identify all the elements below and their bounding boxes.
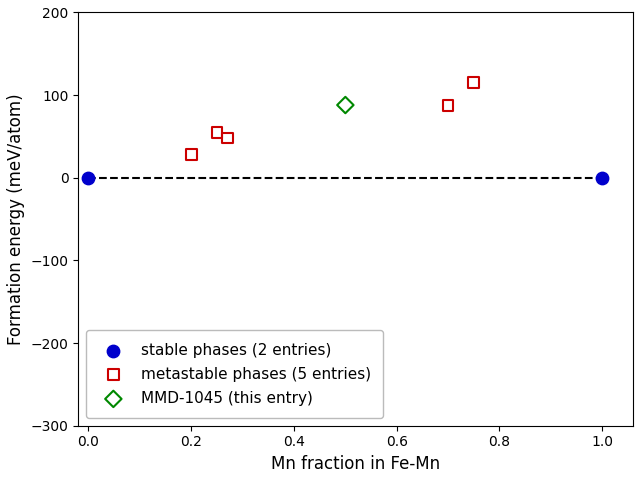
stable phases (2 entries) [83,174,93,181]
metastable phases (5 entries) [468,79,479,86]
stable phases (2 entries) [597,174,607,181]
MMD-1045 (this entry) [340,101,351,109]
metastable phases (5 entries) [212,129,222,136]
metastable phases (5 entries) [443,102,453,110]
metastable phases (5 entries) [222,134,232,142]
X-axis label: Mn fraction in Fe-Mn: Mn fraction in Fe-Mn [271,455,440,473]
Legend: stable phases (2 entries), metastable phases (5 entries), MMD-1045 (this entry): stable phases (2 entries), metastable ph… [86,330,383,418]
metastable phases (5 entries) [186,151,196,158]
Y-axis label: Formation energy (meV/atom): Formation energy (meV/atom) [7,93,25,345]
